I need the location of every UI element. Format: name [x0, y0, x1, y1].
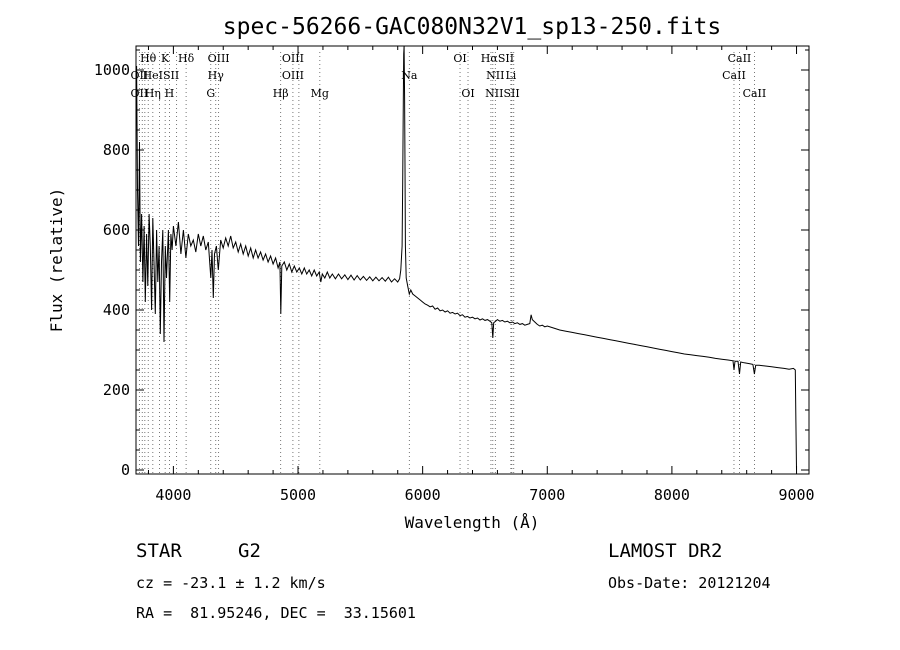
line-annotation-label: CaII — [743, 87, 767, 100]
survey-name: LAMOST DR2 — [608, 540, 723, 562]
line-annotation-label: Li — [505, 69, 516, 82]
x-tick-label: 4000 — [155, 486, 191, 504]
line-annotation-label: G — [206, 87, 215, 100]
velocity-readout: cz = -23.1 ± 1.2 km/s — [136, 574, 326, 592]
line-annotation-label: NIISII — [485, 87, 520, 100]
line-annotation-label: CaII — [722, 69, 746, 82]
x-tick-label: 5000 — [280, 486, 316, 504]
line-annotation-label: NII — [486, 69, 504, 82]
line-annotation-label: HeISII — [143, 69, 180, 82]
y-axis-label: Flux (relative) — [47, 188, 66, 333]
line-annotation-label: Na — [401, 69, 418, 82]
line-annotation-label: Hη — [145, 87, 161, 100]
line-annotation-label: HαSII — [481, 52, 514, 65]
y-tick-label: 0 — [121, 461, 130, 479]
y-tick-label: 600 — [103, 221, 130, 239]
object-class: STAR — [136, 540, 182, 562]
line-annotation-label: OIII — [282, 52, 304, 65]
line-annotation-label: Hβ — [273, 87, 289, 100]
spectrum-series — [135, 45, 797, 471]
line-annotation-label: Mg — [311, 87, 329, 100]
coordinates-readout: RA = 81.95246, DEC = 33.15601 — [136, 604, 416, 622]
x-tick-label: 9000 — [778, 486, 814, 504]
line-annotation-label: OI — [453, 52, 466, 65]
y-tick-label: 200 — [103, 381, 130, 399]
x-axis-ticks: 4000 5000 6000 7000 8000 9000 — [147, 46, 815, 504]
line-annotation-label: OII — [131, 69, 149, 82]
y-axis-ticks: 0 200 400 600 800 1000 — [94, 49, 809, 479]
line-annotation-label: Hδ — [178, 52, 195, 65]
line-annotation-label: Hγ — [208, 69, 225, 82]
x-axis-label: Wavelength (Å) — [405, 513, 540, 532]
reference-lines — [138, 52, 755, 474]
line-annotation-label: CaII — [728, 52, 752, 65]
x-tick-label: 8000 — [654, 486, 690, 504]
chart-title: spec-56266-GAC080N32V1_sp13-250.fits — [223, 14, 722, 40]
y-tick-label: 800 — [103, 141, 130, 159]
y-tick-label: 1000 — [94, 61, 130, 79]
line-annotation-label: OII — [131, 87, 149, 100]
object-subclass: G2 — [238, 540, 261, 562]
line-annotation-label: Hθ — [140, 52, 157, 65]
x-tick-label: 6000 — [405, 486, 441, 504]
line-annotation-label: OIII — [282, 69, 304, 82]
observation-date: Obs-Date: 20121204 — [608, 574, 771, 592]
line-annotation-label: K — [161, 52, 170, 65]
x-tick-label: 7000 — [529, 486, 565, 504]
line-annotation-label: H — [165, 87, 175, 100]
line-annotation-label: OI — [461, 87, 474, 100]
y-tick-label: 400 — [103, 301, 130, 319]
plot-frame — [135, 45, 810, 475]
line-annotation-label: OIII — [208, 52, 230, 65]
